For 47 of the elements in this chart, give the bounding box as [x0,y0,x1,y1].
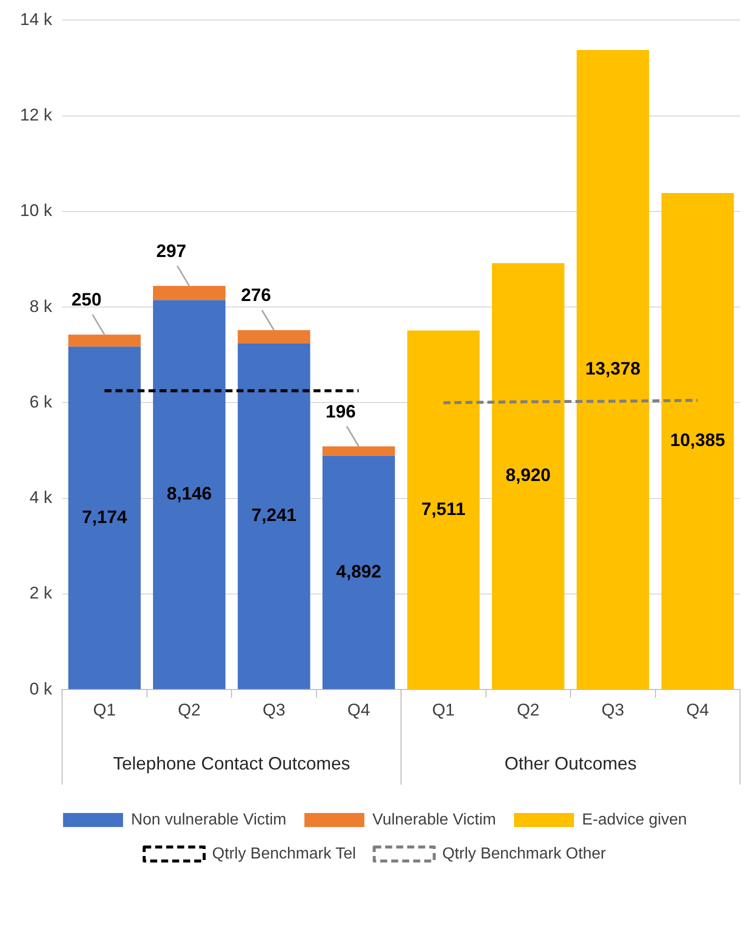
data-label: 276 [240,285,271,306]
data-label: 7,174 [82,506,128,527]
data-label: 7,511 [421,498,466,519]
y-tick-label: 12 k [20,106,53,125]
bar [153,300,226,690]
y-tick-label: 10 k [20,201,53,220]
y-tick-label: 14 k [20,10,53,29]
text: Telephone Contact Outcomes [113,754,350,774]
legend-label: Qtrly Benchmark Tel [212,845,356,862]
y-tick-label: 2 k [29,584,53,603]
text: Other Outcomes [504,754,637,774]
data-label: 196 [326,401,356,422]
bar [153,286,226,300]
data-label: 13,378 [585,358,640,378]
data-label: 7,241 [251,505,296,526]
data-label: 10,385 [670,430,726,450]
x-tick-label: Q3 [602,700,624,720]
x-tick-label: Q2 [516,700,540,720]
bar [576,50,650,690]
data-label: 250 [71,290,102,310]
data-label: 297 [156,240,186,261]
bar [492,263,564,690]
x-tick-label: Q2 [178,700,201,720]
y-tick-label: 8 k [29,296,53,316]
bar [407,330,480,690]
y-tick-label: 4 k [29,488,53,508]
data-label: 8,920 [506,465,551,486]
x-tick-label: Q4 [347,700,370,720]
bar [68,346,141,690]
bar [68,334,141,347]
data-label: 8,146 [166,484,212,504]
x-tick-label: Q3 [262,700,286,720]
x-tick-label: Q4 [686,700,709,720]
bar [238,343,310,690]
legend-label: E-advice given [582,811,687,828]
bar [661,193,734,690]
legend-label: Vulnerable Victim [372,811,496,828]
bar [322,446,395,456]
x-tick-label: Q1 [432,700,455,720]
bar [322,456,395,690]
legend-label: Non vulnerable Victim [131,811,286,828]
legend-label: Qtrly Benchmark Other [442,845,606,862]
data-label: 4,892 [336,561,382,582]
x-tick-label: Q1 [93,700,116,720]
y-tick-label: 0 k [29,679,53,698]
bar [238,330,310,344]
y-tick-label: 6 k [29,392,53,412]
